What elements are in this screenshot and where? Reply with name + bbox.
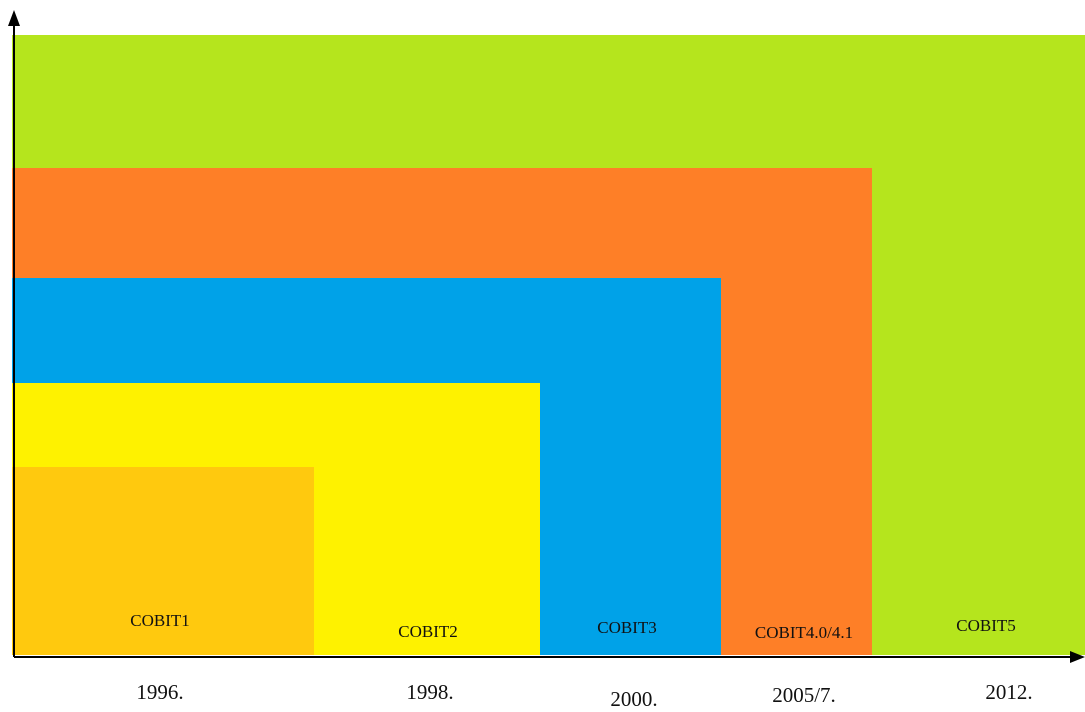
x-axis-arrow	[1070, 651, 1085, 663]
year-1996: 1996.	[136, 680, 184, 704]
label-cobit4: COBIT4.0/4.1	[754, 623, 854, 642]
cobit1-block	[12, 467, 314, 655]
year-1998: 1998.	[406, 680, 454, 704]
year-2005-7: 2005/7.	[772, 683, 836, 707]
label-cobit3: COBIT3	[597, 618, 657, 637]
label-cobit5: COBIT5	[956, 616, 1016, 635]
label-cobit2: COBIT2	[398, 622, 458, 641]
year-2012: 2012.	[985, 680, 1033, 704]
y-axis-arrow	[8, 10, 20, 26]
year-2000: 2000.	[610, 687, 658, 711]
label-cobit1: COBIT1	[130, 611, 190, 630]
